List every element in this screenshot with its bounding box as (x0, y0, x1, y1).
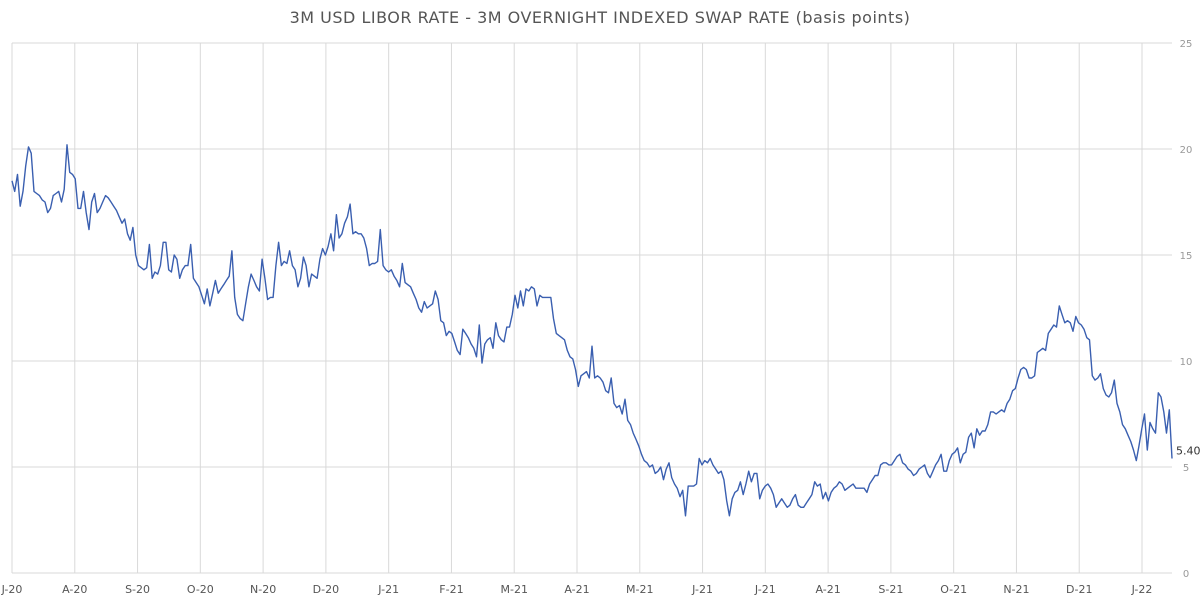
grid-layer (11, 42, 1172, 574)
x-axis-ticks: J-20 A-20 S-20 O-20 N-20 D-20 J-21 F-21 M-21 A-21… (1, 583, 1153, 596)
x-tick-label: M-21 (500, 583, 527, 596)
x-tick-label: O-20 (187, 583, 214, 596)
series-line (11, 144, 1173, 517)
series-layer (11, 144, 1173, 517)
x-tick-label: J-20 (1, 583, 23, 596)
label-layer: 5.40 (1176, 445, 1200, 458)
x-tick-label: N-20 (250, 583, 276, 596)
x-tick-label: A-21 (564, 583, 589, 596)
y-tick-label: 10 (1180, 357, 1193, 368)
x-tick-label: J-21 (691, 583, 713, 596)
x-tick-label: D-21 (1066, 583, 1092, 596)
x-tick-label: F-21 (439, 583, 463, 596)
y-tick-label: 25 (1180, 39, 1193, 50)
x-tick-label: S-21 (878, 583, 903, 596)
last-value-label: 5.40 (1176, 445, 1200, 458)
x-tick-label: S-20 (125, 583, 150, 596)
y-tick-label: 15 (1180, 251, 1193, 262)
x-tick-label: N-21 (1003, 583, 1029, 596)
y-tick-label: 0 (1183, 569, 1189, 580)
x-tick-label: J-21 (377, 583, 399, 596)
x-tick-label: M-21 (626, 583, 653, 596)
y-tick-label: 5 (1183, 463, 1189, 474)
y-tick-label: 20 (1180, 145, 1193, 156)
x-tick-label: A-20 (62, 583, 87, 596)
y-axis-ticks: 0 5 10 15 20 25 (1180, 39, 1193, 580)
x-tick-label: J-21 (754, 583, 776, 596)
x-tick-label: D-20 (313, 583, 339, 596)
x-tick-label: A-21 (815, 583, 840, 596)
x-tick-label: J-22 (1131, 583, 1153, 596)
x-tick-label: O-21 (940, 583, 967, 596)
chart-title: 3M USD LIBOR RATE - 3M OVERNIGHT INDEXED… (289, 8, 911, 27)
